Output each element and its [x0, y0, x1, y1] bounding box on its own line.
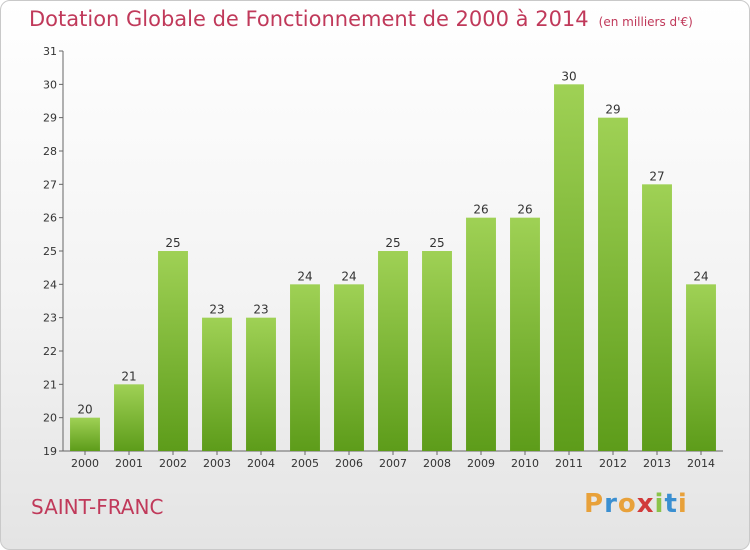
x-tick-label-2014: 2014 [687, 457, 715, 470]
bar-2007 [378, 251, 408, 451]
bar-2004 [246, 317, 276, 451]
bar-2001 [114, 384, 144, 451]
bar-2012 [598, 117, 628, 452]
chart-title: Dotation Globale de Fonctionnement de 20… [29, 7, 693, 31]
y-tick-label: 28 [43, 145, 57, 158]
data-label-2014: 24 [693, 269, 708, 283]
x-tick-label-2001: 2001 [115, 457, 143, 470]
data-label-2010: 26 [517, 203, 532, 217]
bar-2013 [642, 184, 672, 452]
data-label-2004: 23 [253, 303, 268, 317]
x-tick-label-2002: 2002 [159, 457, 187, 470]
bar-2010 [510, 217, 540, 451]
town-name: SAINT-FRANC [31, 495, 164, 519]
x-tick-label-2009: 2009 [467, 457, 495, 470]
bar-2011 [554, 84, 584, 451]
chart-bars [70, 84, 716, 452]
y-tick-label: 24 [43, 278, 57, 291]
x-tick-label-2012: 2012 [599, 457, 627, 470]
x-tick-label-2007: 2007 [379, 457, 407, 470]
x-tick-label-2010: 2010 [511, 457, 539, 470]
data-label-2001: 21 [121, 369, 136, 383]
data-label-2003: 23 [209, 303, 224, 317]
x-tick-label-2000: 2000 [71, 457, 99, 470]
data-label-2005: 24 [297, 269, 312, 283]
x-tick-label-2005: 2005 [291, 457, 319, 470]
y-tick-label: 29 [43, 112, 57, 125]
data-label-2008: 25 [429, 236, 444, 250]
x-tick-label-2003: 2003 [203, 457, 231, 470]
chart-axes: 19 20 21 22 23 24 25 26 27 28 29 30 31 [43, 45, 723, 458]
y-tick-label: 31 [43, 45, 57, 58]
y-tick-label: 20 [43, 412, 57, 425]
y-tick-label: 22 [43, 345, 57, 358]
x-tick-label-2006: 2006 [335, 457, 363, 470]
chart-title-text: Dotation Globale de Fonctionnement de 20… [29, 7, 589, 31]
y-tick-label: 26 [43, 212, 57, 225]
y-tick-label: 27 [43, 178, 57, 191]
x-tick-label-2004: 2004 [247, 457, 275, 470]
data-label-2013: 27 [649, 169, 664, 183]
data-label-2006: 24 [341, 269, 356, 283]
data-label-2011: 30 [561, 69, 576, 83]
x-tick-label-2013: 2013 [643, 457, 671, 470]
bar-2002 [158, 251, 188, 451]
x-tick-label-2011: 2011 [555, 457, 583, 470]
y-tick-label: 25 [43, 245, 57, 258]
data-label-2000: 20 [77, 403, 92, 417]
bar-2008 [422, 251, 452, 451]
y-tick-label: 23 [43, 312, 57, 325]
bar-2009 [466, 217, 496, 451]
y-tick-label: 21 [43, 378, 57, 391]
data-label-2009: 26 [473, 203, 488, 217]
data-label-2012: 29 [605, 103, 620, 117]
data-label-2007: 25 [385, 236, 400, 250]
proxiti-logo: Proxiti [584, 489, 688, 519]
bar-2000 [70, 417, 100, 451]
y-tick-label: 30 [43, 78, 57, 91]
x-tick-label-2008: 2008 [423, 457, 451, 470]
chart-unit: (en milliers d'€) [598, 15, 693, 29]
chart-labels: 20 2000 21 2001 25 2002 23 2003 23 2004 24 2005 24 20… [71, 69, 715, 470]
y-tick-label: 19 [43, 445, 57, 458]
bar-2006 [334, 284, 364, 451]
bar-2014 [686, 284, 716, 451]
data-label-2002: 25 [165, 236, 180, 250]
bar-2003 [202, 317, 232, 451]
bar-2005 [290, 284, 320, 451]
